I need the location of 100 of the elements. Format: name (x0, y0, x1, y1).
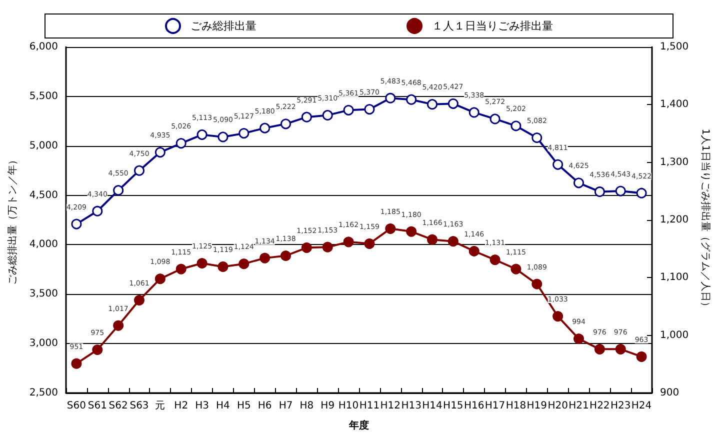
point (154, 274, 166, 284)
point (574, 334, 584, 344)
y-tick-label: 3,000 (29, 338, 58, 350)
x-tick-label: H2 (174, 400, 188, 412)
x-tick-label: H8 (300, 400, 314, 412)
y2-tick-label: 1,200 (660, 214, 689, 226)
point (594, 344, 605, 354)
x-tick-label: H9 (320, 400, 335, 412)
x-tick-label: H4 (216, 400, 230, 412)
point (176, 264, 186, 274)
y2-tick-label: 1,400 (660, 99, 689, 110)
point (154, 147, 166, 158)
x-tick-label: H13 (401, 400, 422, 412)
point (448, 236, 458, 247)
x-tick-label: H3 (195, 400, 209, 412)
y-tick-label: 4,500 (29, 190, 58, 201)
point (280, 118, 291, 130)
point (218, 261, 228, 272)
point (322, 242, 333, 252)
point (468, 107, 480, 118)
point (510, 120, 522, 132)
x-tick-label: H5 (236, 400, 251, 412)
point (468, 246, 480, 256)
x-tick-label: H7 (278, 400, 293, 412)
x-tick-label: 元 (155, 400, 166, 412)
x-tick-label: H19 (526, 400, 548, 412)
point (92, 344, 103, 355)
y2-tick-label: 1,500 (660, 42, 689, 52)
point (196, 129, 208, 140)
legend-label: １人１日当りごみ排出量 (432, 20, 553, 32)
point (364, 104, 375, 115)
y2-axis-title: 1人1日当りごみ排出量（グラム／人日） (700, 128, 712, 312)
point (552, 311, 564, 322)
y2-tick-label: 1,000 (660, 330, 689, 341)
x-tick-label: H18 (506, 400, 526, 412)
point (280, 250, 291, 261)
y2-tick-label: 900 (660, 388, 680, 398)
point (552, 159, 564, 170)
y2-tick-label: 1,100 (660, 272, 689, 284)
x-tick-label: S62 (108, 400, 128, 412)
x-tick-label: H22 (590, 400, 610, 412)
point (238, 128, 250, 139)
x-tick-label: H20 (548, 400, 568, 412)
point (636, 351, 647, 362)
point (301, 112, 312, 122)
x-tick-label: S61 (88, 400, 107, 412)
y-tick-label: 2,500 (29, 388, 58, 398)
point (71, 218, 82, 230)
y2-tick-label: 1,300 (660, 156, 689, 168)
legend-label: ごみ総排出量 (190, 20, 256, 32)
x-axis-title: 年度 (348, 420, 369, 432)
x-tick-label: H10 (338, 400, 359, 412)
point (532, 278, 542, 290)
point (238, 258, 250, 270)
point (427, 234, 438, 245)
point (490, 254, 500, 266)
point (343, 104, 354, 116)
point (490, 114, 500, 124)
point (615, 344, 626, 354)
point (301, 242, 312, 253)
x-tick-label: H17 (484, 400, 506, 412)
y-tick-label: 3,500 (29, 288, 58, 300)
point (260, 252, 270, 264)
x-tick-label: S63 (130, 400, 149, 412)
point (406, 94, 417, 105)
point (196, 258, 208, 268)
point (406, 226, 417, 237)
x-tick-label: H16 (464, 400, 484, 412)
x-tick-label: S60 (66, 400, 86, 412)
y-tick-label: 5,500 (29, 90, 58, 102)
x-tick-label: H14 (422, 400, 442, 412)
y-tick-label: 5,000 (29, 140, 58, 152)
point (427, 99, 438, 110)
point (92, 206, 103, 216)
x-tick-label: H21 (568, 400, 589, 412)
point (113, 320, 124, 331)
point (71, 358, 82, 369)
point (385, 223, 396, 234)
x-tick-label: H15 (443, 400, 464, 412)
x-tick-label: H6 (258, 400, 272, 412)
x-tick-label: H11 (359, 400, 380, 412)
point (448, 98, 458, 109)
point (574, 178, 584, 188)
point (322, 110, 333, 120)
point (636, 188, 647, 198)
point (615, 186, 626, 196)
point (594, 186, 605, 197)
x-tick-label: H24 (631, 400, 652, 412)
point (134, 294, 144, 306)
point (364, 238, 375, 249)
point (343, 236, 354, 248)
y-axis-title: ごみ総排出量（万トン／年） (6, 155, 18, 285)
point (134, 165, 144, 176)
point (510, 264, 522, 274)
point (260, 122, 270, 134)
y-tick-label: 6,000 (29, 42, 58, 52)
point (113, 185, 124, 196)
point (532, 132, 542, 143)
x-tick-label: H12 (380, 400, 401, 412)
point (385, 92, 396, 104)
